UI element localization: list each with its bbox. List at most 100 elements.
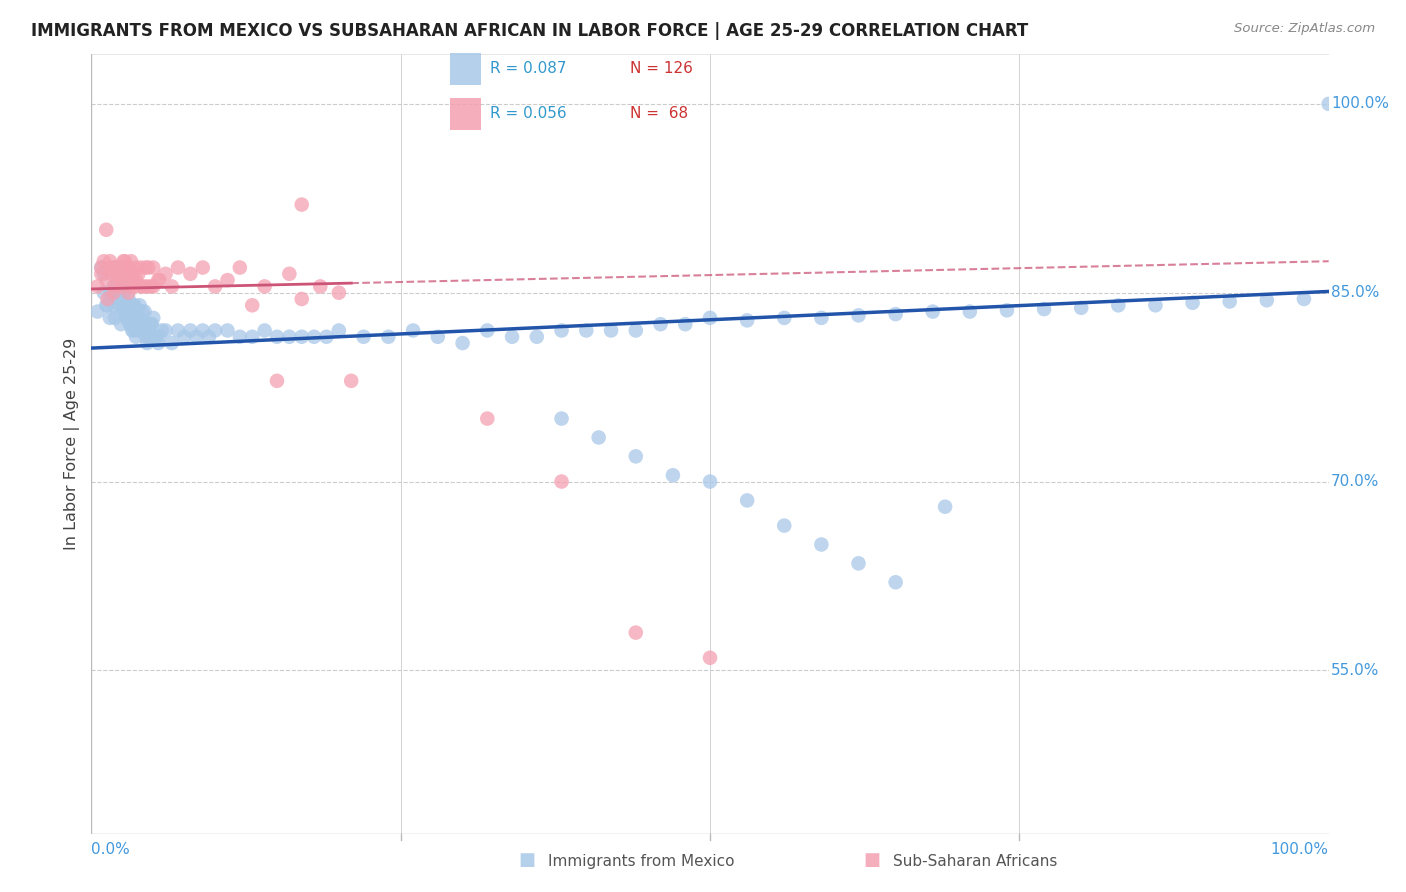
Point bbox=[550, 323, 572, 337]
Point bbox=[96, 298, 118, 312]
Point bbox=[550, 475, 572, 489]
Point bbox=[93, 285, 115, 300]
Point bbox=[90, 267, 112, 281]
Point bbox=[124, 298, 146, 312]
Point bbox=[150, 323, 173, 337]
Point bbox=[111, 292, 134, 306]
Point bbox=[107, 292, 129, 306]
Point bbox=[138, 317, 160, 331]
Point bbox=[115, 267, 138, 281]
Point bbox=[105, 260, 128, 275]
Point bbox=[179, 323, 201, 337]
Point bbox=[135, 330, 157, 344]
Text: N = 126: N = 126 bbox=[630, 62, 693, 77]
Point bbox=[204, 323, 226, 337]
Point bbox=[105, 267, 128, 281]
Point bbox=[117, 292, 139, 306]
Point bbox=[848, 309, 870, 323]
Point bbox=[353, 330, 375, 344]
Point bbox=[131, 304, 153, 318]
Point bbox=[402, 323, 425, 337]
Point bbox=[103, 279, 125, 293]
Point bbox=[115, 310, 138, 325]
Point bbox=[105, 273, 128, 287]
Point bbox=[127, 310, 149, 325]
Point bbox=[624, 625, 647, 640]
Point bbox=[145, 330, 167, 344]
Text: Source: ZipAtlas.com: Source: ZipAtlas.com bbox=[1234, 22, 1375, 36]
Point bbox=[217, 323, 239, 337]
Point bbox=[186, 330, 208, 344]
Point bbox=[155, 323, 177, 337]
Point bbox=[136, 336, 159, 351]
Point bbox=[129, 317, 152, 331]
Point bbox=[120, 317, 142, 331]
Point bbox=[315, 330, 337, 344]
Point bbox=[588, 430, 610, 444]
Point bbox=[108, 298, 131, 312]
Point bbox=[155, 267, 177, 281]
Point bbox=[148, 273, 170, 287]
Point bbox=[121, 267, 143, 281]
Point bbox=[451, 336, 474, 351]
Point bbox=[115, 267, 138, 281]
Point bbox=[90, 260, 112, 275]
Bar bbox=[450, 98, 481, 130]
Point bbox=[86, 304, 108, 318]
Text: IMMIGRANTS FROM MEXICO VS SUBSAHARAN AFRICAN IN LABOR FORCE | AGE 25-29 CORRELAT: IMMIGRANTS FROM MEXICO VS SUBSAHARAN AFR… bbox=[31, 22, 1028, 40]
Point bbox=[240, 330, 263, 344]
Text: N =  68: N = 68 bbox=[630, 106, 689, 121]
Point bbox=[291, 197, 314, 211]
Point bbox=[142, 260, 165, 275]
Point bbox=[179, 267, 201, 281]
Point bbox=[139, 317, 162, 331]
Text: 100.0%: 100.0% bbox=[1271, 842, 1329, 857]
Point bbox=[1107, 298, 1129, 312]
Point bbox=[104, 310, 127, 325]
Point bbox=[921, 304, 943, 318]
Point bbox=[198, 330, 221, 344]
Text: Immigrants from Mexico: Immigrants from Mexico bbox=[548, 854, 735, 869]
Point bbox=[132, 323, 155, 337]
Point bbox=[134, 304, 156, 318]
Point bbox=[111, 279, 134, 293]
Point bbox=[600, 323, 623, 337]
Point bbox=[650, 317, 672, 331]
Point bbox=[501, 330, 523, 344]
Point bbox=[143, 330, 166, 344]
Point bbox=[253, 279, 276, 293]
Point bbox=[110, 260, 132, 275]
Point bbox=[699, 310, 721, 325]
Point bbox=[1070, 301, 1092, 315]
Point bbox=[114, 254, 136, 268]
Point bbox=[148, 273, 170, 287]
Point bbox=[699, 650, 721, 665]
Point bbox=[139, 279, 162, 293]
Point bbox=[127, 267, 149, 281]
Point bbox=[112, 285, 135, 300]
Point bbox=[132, 279, 155, 293]
Point bbox=[735, 493, 758, 508]
Point bbox=[266, 374, 288, 388]
Point bbox=[884, 307, 907, 321]
Point bbox=[110, 317, 132, 331]
Point bbox=[773, 310, 796, 325]
Point bbox=[167, 260, 190, 275]
Point bbox=[96, 273, 118, 287]
Point bbox=[121, 323, 143, 337]
Point bbox=[575, 323, 598, 337]
Point bbox=[624, 323, 647, 337]
Point bbox=[934, 500, 956, 514]
Point bbox=[229, 260, 252, 275]
Point bbox=[191, 260, 214, 275]
Text: ■: ■ bbox=[519, 851, 536, 869]
Text: 55.0%: 55.0% bbox=[1331, 663, 1379, 678]
Point bbox=[773, 518, 796, 533]
Point bbox=[278, 330, 301, 344]
Text: ■: ■ bbox=[863, 851, 880, 869]
Point bbox=[884, 575, 907, 590]
Point bbox=[124, 279, 146, 293]
Point bbox=[1144, 298, 1167, 312]
Point bbox=[810, 537, 832, 551]
Point bbox=[291, 330, 314, 344]
